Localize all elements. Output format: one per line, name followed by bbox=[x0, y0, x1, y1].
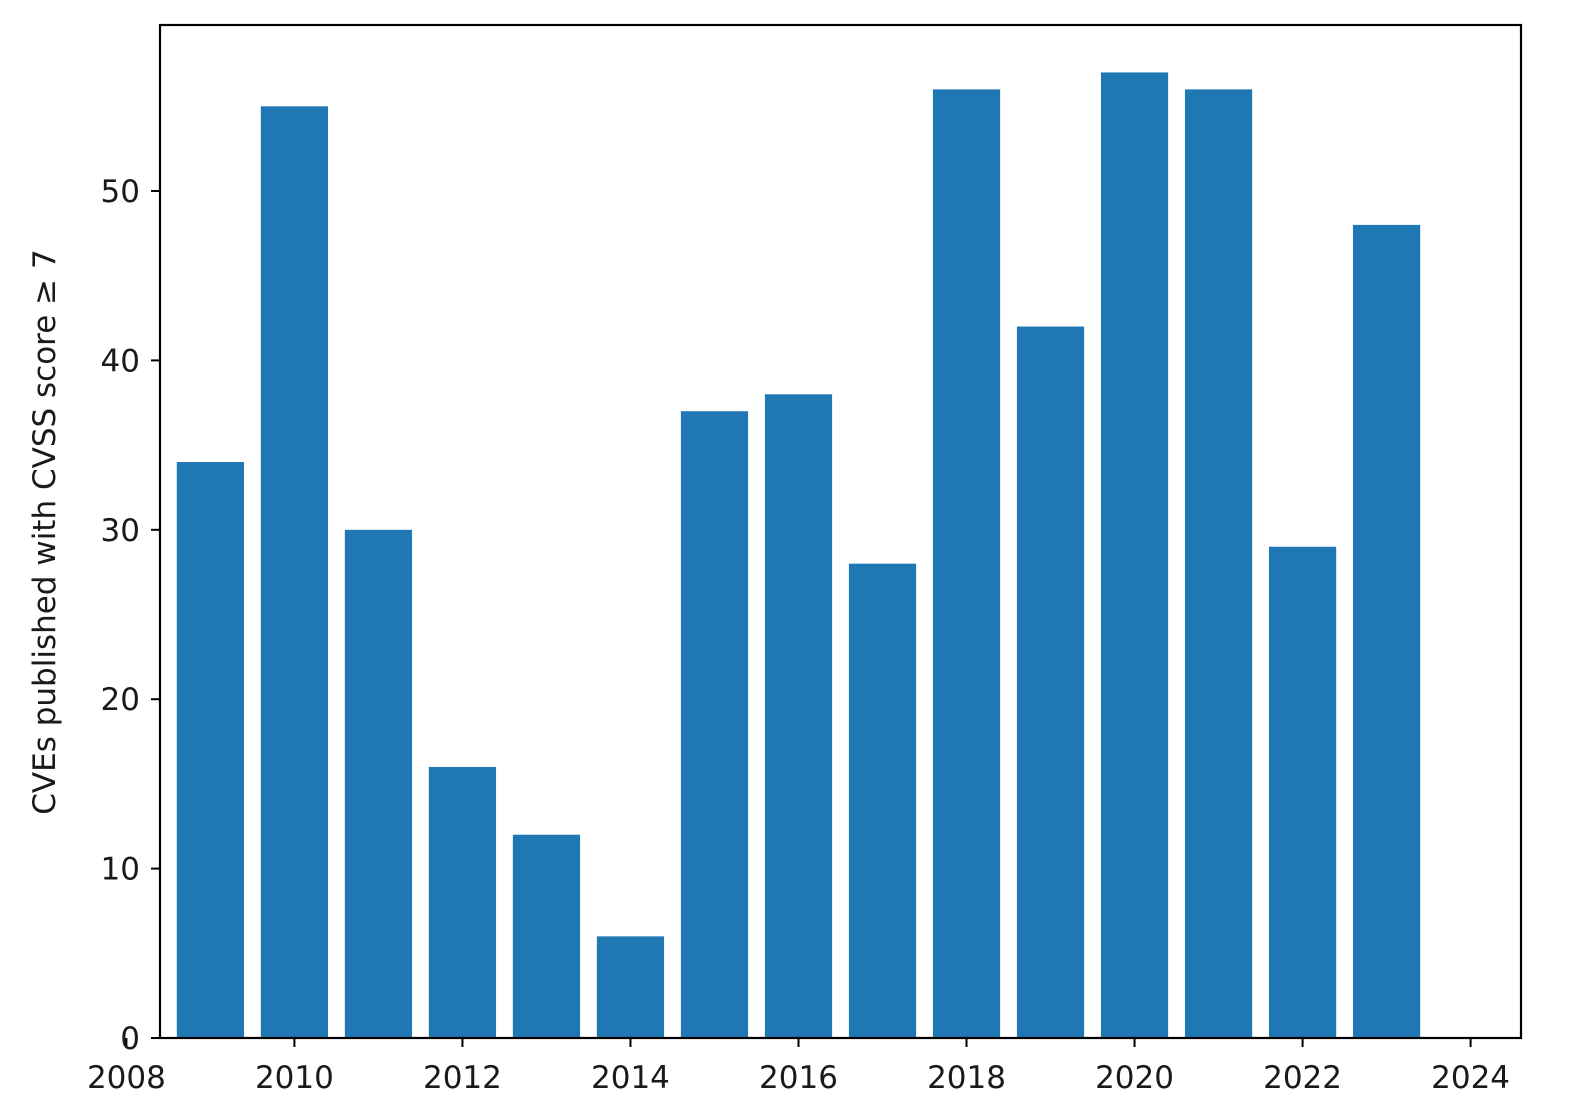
y-tick-label: 50 bbox=[101, 174, 140, 210]
bar-2021 bbox=[1184, 89, 1253, 1039]
bar-2023 bbox=[1352, 224, 1421, 1038]
x-tick-label: 2024 bbox=[1431, 1060, 1510, 1096]
x-tick-label: 2014 bbox=[591, 1060, 670, 1096]
bar-2017 bbox=[848, 563, 917, 1038]
y-tick-label: 30 bbox=[101, 513, 140, 549]
y-tick-label: 40 bbox=[101, 343, 140, 379]
x-tick-label: 2012 bbox=[423, 1060, 502, 1096]
x-tick-label: 2010 bbox=[255, 1060, 334, 1096]
bar-2020 bbox=[1100, 72, 1169, 1038]
bar-2013 bbox=[512, 834, 581, 1038]
y-axis-label: CVEs published with CVSS score ≥ 7 bbox=[27, 249, 63, 814]
x-tick-label: 2018 bbox=[927, 1060, 1006, 1096]
bar-2012 bbox=[428, 766, 497, 1038]
bar-2022 bbox=[1268, 546, 1337, 1038]
plot-frame bbox=[158, 23, 1523, 1040]
bar-2019 bbox=[1016, 326, 1085, 1038]
bar-2010 bbox=[260, 106, 329, 1038]
bar-2018 bbox=[932, 89, 1001, 1039]
bar-2009 bbox=[176, 462, 245, 1038]
bar-2016 bbox=[764, 394, 833, 1039]
x-tick-label: 2020 bbox=[1095, 1060, 1174, 1096]
y-tick-label: 20 bbox=[101, 682, 140, 718]
x-tick-label: 2008 bbox=[87, 1060, 166, 1096]
bars-group bbox=[176, 72, 1421, 1039]
x-tick-label: 2016 bbox=[759, 1060, 838, 1096]
y-tick-label: 0 bbox=[120, 1021, 140, 1057]
x-tick-label: 2022 bbox=[1263, 1060, 1342, 1096]
y-axis: 0 10 20 30 40 50 bbox=[101, 174, 160, 1057]
bar-2011 bbox=[344, 529, 413, 1038]
y-tick-label: 10 bbox=[101, 852, 140, 888]
bar-2014 bbox=[596, 936, 665, 1038]
x-axis: 2008 2010 2012 2014 2016 2018 2020 2022 2024 bbox=[87, 1038, 1510, 1096]
bar-2015 bbox=[680, 411, 749, 1038]
